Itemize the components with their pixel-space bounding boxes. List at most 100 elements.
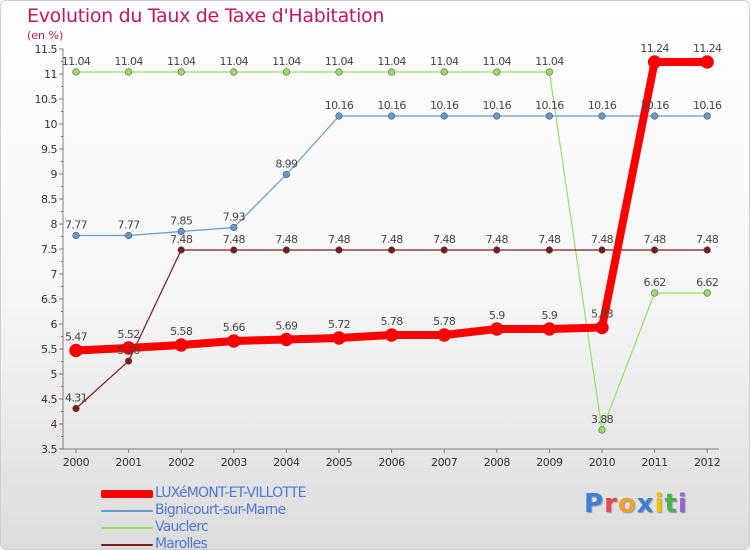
data-label-bignicourt-sur-marne: 7.93: [223, 211, 246, 224]
data-label-bignicourt-sur-marne: 10.16: [430, 99, 459, 112]
data-point: [493, 246, 501, 254]
data-label-bignicourt-sur-marne: 10.16: [693, 99, 722, 112]
legend-label: Vauclerc: [155, 519, 209, 535]
x-tick-label: 2009: [536, 456, 563, 469]
data-label-lux-mont-et-villotte: 5.9: [489, 309, 505, 322]
data-label-marolles: 7.48: [381, 233, 404, 246]
y-tick-label: 8.5: [41, 193, 57, 206]
x-tick-label: 2003: [221, 456, 248, 469]
y-tick-label: 3.5: [41, 443, 57, 456]
logo-letter: P: [584, 489, 605, 519]
logo-letter: o: [617, 489, 637, 519]
data-point: [332, 331, 346, 345]
x-tick-label: 2007: [431, 456, 458, 469]
data-point: [282, 170, 291, 179]
data-label-lux-mont-et-villotte: 5.69: [275, 320, 298, 333]
x-tick-label: 2012: [694, 456, 720, 469]
data-point: [388, 246, 396, 254]
data-label-marolles: 7.48: [696, 233, 719, 246]
proxiti-logo: Proxiti: [584, 489, 688, 519]
y-tick-label: 5.5: [41, 343, 57, 356]
data-label-lux-mont-et-villotte: 5.52: [118, 328, 140, 341]
logo-letter: r: [604, 489, 618, 519]
x-tick-label: 2002: [168, 456, 194, 469]
y-tick-label: 9.5: [41, 143, 57, 156]
legend-swatch: [101, 543, 153, 546]
data-label-marolles: 7.48: [433, 233, 456, 246]
x-tick-label: 2001: [115, 456, 141, 469]
data-point: [650, 246, 659, 254]
data-point: [545, 68, 554, 76]
data-label-lux-mont-et-villotte: 5.78: [433, 315, 456, 328]
y-tick-label: 8: [51, 218, 58, 231]
data-point: [542, 322, 557, 336]
legend-label: Marolles: [155, 536, 208, 550]
data-label-marolles: 7.48: [591, 233, 614, 246]
data-point: [490, 322, 504, 336]
series-bignicourt-sur-marne: [72, 112, 711, 240]
series-vauclerc: [72, 68, 711, 434]
data-point: [440, 246, 448, 254]
data-point: [282, 68, 291, 76]
y-tick-label: 7: [51, 268, 58, 281]
data-label-marolles: 4.31: [65, 392, 87, 405]
data-point: [598, 426, 606, 434]
chart-title: Evolution du Taux de Taxe d'Habitation: [27, 5, 385, 27]
data-label-bignicourt-sur-marne: 10.16: [588, 99, 617, 112]
data-point: [545, 246, 554, 254]
data-label-bignicourt-sur-marne: 10.16: [377, 99, 406, 112]
data-point: [650, 289, 659, 297]
data-point: [335, 112, 343, 120]
data-point: [703, 112, 711, 120]
data-point: [545, 112, 554, 120]
data-label-marolles: 7.48: [486, 233, 509, 246]
series-marolles: [72, 246, 711, 413]
logo-letter: x: [636, 489, 655, 519]
data-point: [230, 68, 238, 76]
data-point: [282, 246, 291, 254]
data-point: [493, 112, 501, 120]
legend-label: LUXéMONT-ET-VILLOTTE: [155, 485, 307, 501]
data-label-vauclerc: 11.04: [62, 55, 91, 68]
y-tick-label: 6.5: [41, 293, 57, 306]
x-tick-label: 2010: [589, 456, 616, 469]
data-label-vauclerc: 11.04: [167, 55, 196, 68]
data-point: [230, 246, 238, 254]
y-tick-label: 7.5: [41, 243, 57, 256]
legend-swatch: [101, 526, 153, 529]
data-label-vauclerc: 11.04: [430, 55, 459, 68]
y-tick-label: 4: [51, 418, 58, 431]
data-label-lux-mont-et-villotte: 5.93: [591, 308, 614, 321]
data-label-lux-mont-et-villotte: 5.9: [542, 309, 558, 322]
data-point: [440, 68, 448, 76]
data-label-bignicourt-sur-marne: 7.77: [118, 219, 141, 232]
y-tick-label: 5: [51, 368, 58, 381]
x-tick-label: 2005: [326, 456, 353, 469]
data-label-vauclerc: 6.62: [644, 276, 666, 289]
y-tick-label: 10: [44, 118, 57, 131]
data-label-vauclerc: 11.04: [535, 55, 564, 68]
y-tick-label: 11.5: [35, 43, 58, 56]
data-point: [227, 334, 241, 348]
data-point: [437, 328, 451, 342]
data-point: [440, 112, 448, 120]
data-label-lux-mont-et-villotte: 5.66: [223, 321, 246, 334]
data-point: [493, 68, 501, 76]
data-label-lux-mont-et-villotte: 5.72: [328, 318, 350, 331]
data-point: [598, 112, 606, 120]
data-point: [700, 55, 714, 69]
data-label-bignicourt-sur-marne: 7.77: [65, 219, 88, 232]
data-point: [72, 68, 80, 76]
data-label-bignicourt-sur-marne: 7.85: [170, 215, 193, 228]
data-point: [647, 55, 662, 69]
data-point: [72, 231, 80, 240]
data-point: [69, 343, 83, 358]
data-point: [598, 246, 606, 254]
data-label-vauclerc: 11.04: [272, 55, 301, 68]
data-label-marolles: 7.48: [644, 233, 667, 246]
data-label-vauclerc: 3.88: [591, 413, 614, 426]
y-tick-label: 11: [44, 68, 57, 81]
data-label-lux-mont-et-villotte: 11.24: [693, 42, 722, 55]
